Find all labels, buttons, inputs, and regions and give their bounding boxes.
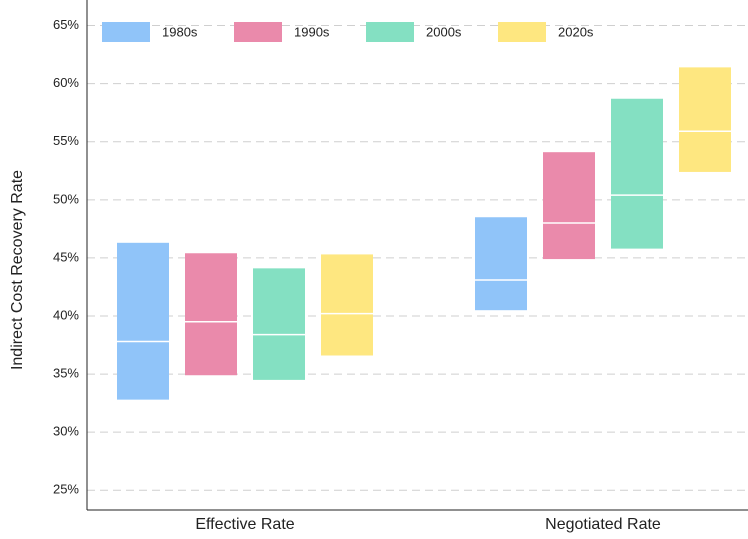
y-tick-label: 55% (53, 133, 79, 148)
range-bar (321, 254, 373, 356)
y-tick-label: 65% (53, 17, 79, 32)
range-bar (185, 253, 237, 376)
range-bar (475, 217, 527, 311)
legend-swatch (102, 22, 150, 42)
legend-swatch (234, 22, 282, 42)
range-bar (117, 242, 169, 400)
legend-label: 1980s (162, 24, 198, 39)
legend-label: 2020s (558, 24, 594, 39)
legend-swatch (366, 22, 414, 42)
range-bar (611, 98, 663, 249)
legend-label: 2000s (426, 24, 462, 39)
y-tick-label: 35% (53, 366, 79, 381)
x-tick-label: Effective Rate (195, 516, 294, 533)
y-tick-label: 30% (53, 424, 79, 439)
range-bar (543, 152, 595, 260)
y-tick-label: 40% (53, 307, 79, 322)
legend-swatch (498, 22, 546, 42)
legend-label: 1990s (294, 24, 330, 39)
y-tick-label: 25% (53, 482, 79, 497)
range-bar (253, 268, 305, 380)
y-tick-label: 60% (53, 75, 79, 90)
y-tick-label: 50% (53, 191, 79, 206)
x-tick-label: Negotiated Rate (545, 516, 661, 533)
range-bar (679, 67, 731, 172)
y-axis-label: Indirect Cost Recovery Rate (9, 170, 26, 370)
y-tick-label: 45% (53, 249, 79, 264)
